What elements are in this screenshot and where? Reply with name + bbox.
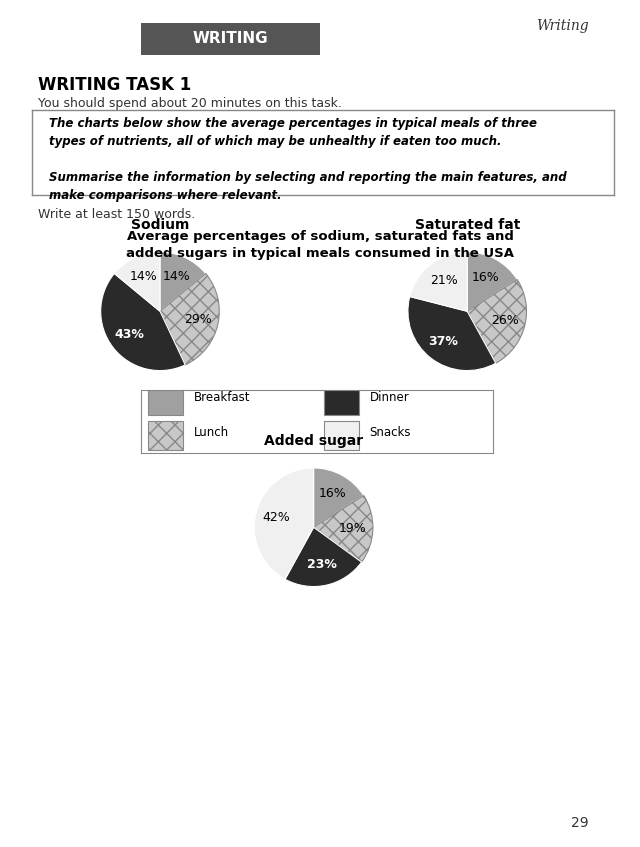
Text: Average percentages of sodium, saturated fats and
added sugars in typical meals : Average percentages of sodium, saturated… bbox=[126, 230, 514, 260]
Text: Lunch: Lunch bbox=[194, 426, 228, 440]
Wedge shape bbox=[254, 468, 314, 579]
Text: 21%: 21% bbox=[429, 274, 458, 287]
Wedge shape bbox=[314, 468, 364, 527]
Text: The charts below show the average percentages in typical meals of three
types of: The charts below show the average percen… bbox=[49, 117, 567, 202]
Wedge shape bbox=[100, 274, 185, 370]
Wedge shape bbox=[314, 495, 373, 562]
Wedge shape bbox=[410, 252, 467, 311]
FancyBboxPatch shape bbox=[148, 386, 183, 415]
Wedge shape bbox=[115, 252, 160, 311]
FancyBboxPatch shape bbox=[324, 386, 359, 415]
Text: 43%: 43% bbox=[115, 329, 145, 341]
Text: 29%: 29% bbox=[184, 313, 211, 326]
Text: WRITING TASK 1: WRITING TASK 1 bbox=[38, 76, 191, 94]
Text: 19%: 19% bbox=[339, 522, 366, 535]
Title: Saturated fat: Saturated fat bbox=[415, 218, 520, 232]
Text: Dinner: Dinner bbox=[370, 391, 410, 404]
Wedge shape bbox=[160, 274, 220, 365]
Text: 14%: 14% bbox=[130, 270, 157, 283]
Text: 42%: 42% bbox=[262, 512, 290, 524]
Text: 16%: 16% bbox=[472, 271, 500, 284]
Text: Write at least 150 words.: Write at least 150 words. bbox=[38, 208, 196, 220]
Title: Sodium: Sodium bbox=[131, 218, 189, 232]
Text: You should spend about 20 minutes on this task.: You should spend about 20 minutes on thi… bbox=[38, 97, 342, 110]
Wedge shape bbox=[467, 252, 517, 311]
Text: WRITING: WRITING bbox=[193, 31, 268, 47]
Text: 23%: 23% bbox=[307, 558, 337, 572]
Text: Snacks: Snacks bbox=[370, 426, 411, 440]
Text: 16%: 16% bbox=[318, 487, 346, 500]
Title: Added sugar: Added sugar bbox=[264, 434, 363, 448]
Text: 14%: 14% bbox=[163, 270, 190, 283]
Wedge shape bbox=[160, 252, 205, 311]
FancyBboxPatch shape bbox=[324, 421, 359, 450]
Text: Writing: Writing bbox=[536, 19, 589, 34]
Text: 29: 29 bbox=[571, 816, 589, 830]
Text: 37%: 37% bbox=[429, 335, 458, 348]
Text: 26%: 26% bbox=[491, 314, 518, 327]
Wedge shape bbox=[408, 296, 496, 370]
FancyBboxPatch shape bbox=[148, 421, 183, 450]
Wedge shape bbox=[285, 527, 362, 586]
Wedge shape bbox=[467, 280, 527, 363]
Text: Breakfast: Breakfast bbox=[194, 391, 250, 404]
